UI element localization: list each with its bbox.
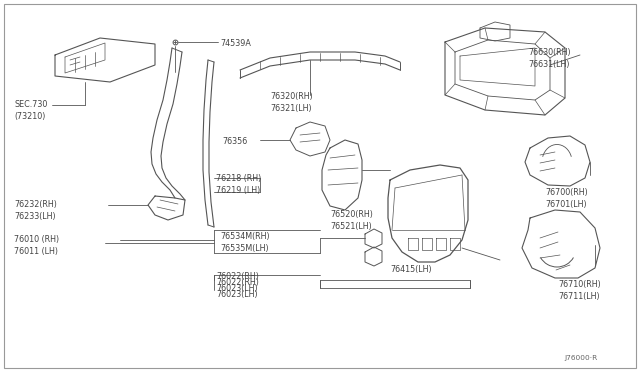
Text: 76010 (RH)
76011 (LH): 76010 (RH) 76011 (LH) (14, 235, 59, 256)
Text: 76700(RH)
76701(LH): 76700(RH) 76701(LH) (545, 188, 588, 209)
Text: 76356: 76356 (222, 137, 247, 146)
Text: SEC.730
(73210): SEC.730 (73210) (14, 100, 47, 121)
Text: 76534M(RH)
76535M(LH): 76534M(RH) 76535M(LH) (220, 232, 269, 253)
Text: 76218 (RH)
76219 (LH): 76218 (RH) 76219 (LH) (216, 174, 261, 195)
Text: 76320(RH)
76321(LH): 76320(RH) 76321(LH) (270, 92, 313, 113)
Text: 76710(RH)
76711(LH): 76710(RH) 76711(LH) (558, 280, 601, 301)
Text: 76415(LH): 76415(LH) (390, 265, 431, 274)
Text: 76630(RH)
76631(LH): 76630(RH) 76631(LH) (528, 48, 571, 69)
Text: 76232(RH)
76233(LH): 76232(RH) 76233(LH) (14, 200, 57, 221)
Text: 76022(RH)
76023(LH): 76022(RH) 76023(LH) (216, 278, 259, 299)
Text: 76022(RH)
76023(LH): 76022(RH) 76023(LH) (216, 272, 259, 293)
Text: J76000·R: J76000·R (564, 355, 598, 361)
Text: 74539A: 74539A (220, 39, 251, 48)
Text: 76520(RH)
76521(LH): 76520(RH) 76521(LH) (330, 210, 373, 231)
